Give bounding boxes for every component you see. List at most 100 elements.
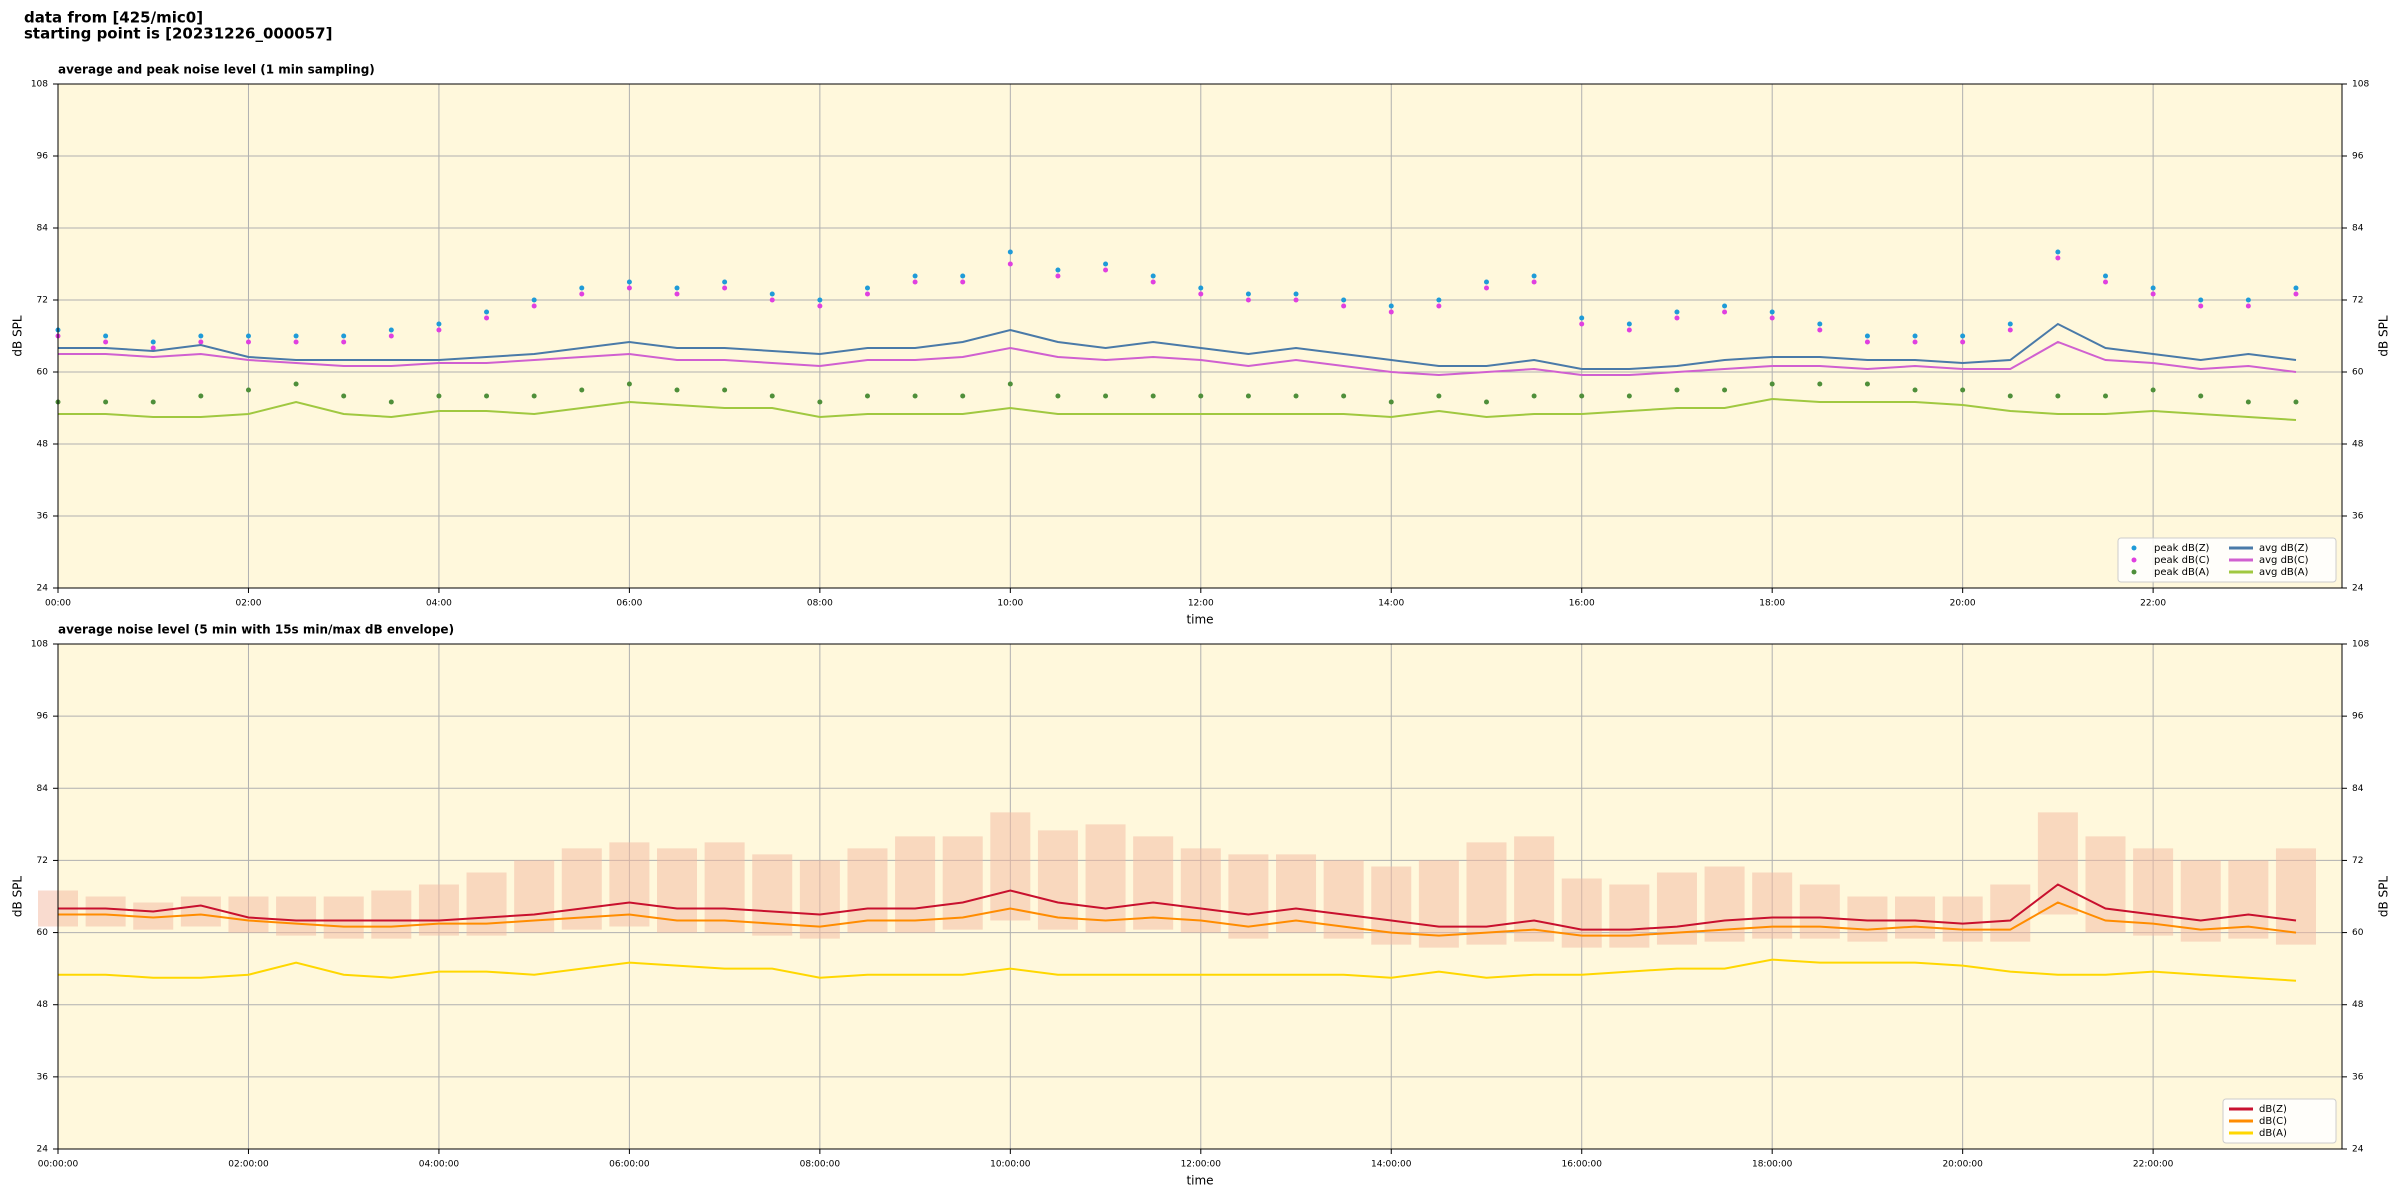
legend-marker [2131, 557, 2137, 563]
y2-axis-label: dB SPL [2377, 876, 2391, 918]
peak-point [1722, 309, 1728, 315]
peak-point [388, 333, 394, 339]
x-tick-label: 08:00:00 [800, 1160, 841, 1170]
x-tick-label: 04:00 [426, 599, 452, 609]
y-tick-label: 60 [37, 368, 49, 378]
x-tick-label: 04:00:00 [419, 1160, 460, 1170]
peak-point [1579, 315, 1585, 321]
y2-tick-label: 24 [2352, 1145, 2364, 1155]
y-tick-label: 84 [37, 224, 49, 234]
y2-tick-label: 108 [2352, 640, 2369, 650]
peak-point [1626, 327, 1632, 333]
peak-point [2198, 297, 2204, 303]
series-line [58, 901, 2297, 937]
peak-point [2103, 273, 2109, 279]
y2-tick-label: 60 [2352, 368, 2364, 378]
x-tick-label: 14:00:00 [1371, 1160, 1412, 1170]
x-tick-label: 08:00 [807, 599, 833, 609]
peak-point [1674, 387, 1680, 393]
peak-point [150, 345, 156, 351]
peak-point [245, 387, 251, 393]
peak-point [1864, 339, 1870, 345]
y2-tick-label: 48 [2352, 440, 2364, 450]
y2-tick-label: 36 [2352, 512, 2364, 522]
legend-marker [2131, 569, 2137, 575]
peak-point [674, 291, 680, 297]
x-tick-label: 02:00 [235, 599, 261, 609]
peak-point [1531, 279, 1537, 285]
header-source: data from [425/mic0] [24, 9, 203, 27]
peak-point [769, 297, 775, 303]
peak-point [1579, 321, 1585, 327]
peak-point [2150, 387, 2156, 393]
y-tick-label: 60 [37, 928, 49, 938]
legend-label: avg dB(Z) [2259, 543, 2309, 554]
peak-point [531, 297, 537, 303]
y2-axis-label: dB SPL [2377, 315, 2391, 357]
peak-point [2103, 279, 2109, 285]
peak-point [1198, 393, 1204, 399]
peak-point [388, 399, 394, 405]
peak-point [1150, 393, 1156, 399]
peak-point [1626, 393, 1632, 399]
peak-point [531, 303, 537, 309]
peak-point [1722, 303, 1728, 309]
legend-marker [2131, 545, 2137, 551]
peak-point [1388, 399, 1394, 405]
peak-point [2055, 393, 2061, 399]
plot-area [58, 84, 2342, 588]
y-tick-label: 36 [37, 1072, 49, 1082]
peak-point [341, 339, 347, 345]
peak-point [1817, 321, 1823, 327]
peak-point [1150, 279, 1156, 285]
peak-point [1341, 303, 1347, 309]
y-tick-label: 84 [37, 784, 49, 794]
y2-tick-label: 84 [2352, 224, 2364, 234]
peak-point [1436, 297, 1442, 303]
peak-point [1341, 393, 1347, 399]
peak-point [2055, 255, 2061, 261]
peak-point [1055, 273, 1061, 279]
y-tick-label: 96 [37, 712, 49, 722]
series-line [58, 883, 2297, 931]
peak-point [1293, 393, 1299, 399]
peak-point [198, 393, 204, 399]
legend-label: avg dB(A) [2259, 567, 2309, 578]
y2-tick-label: 36 [2352, 1072, 2364, 1082]
peak-point [293, 381, 299, 387]
peak-point [150, 339, 156, 345]
peak-point [579, 285, 585, 291]
peak-point [484, 309, 490, 315]
y2-tick-label: 72 [2352, 856, 2363, 866]
peak-point [1960, 339, 1966, 345]
peak-point [1674, 315, 1680, 321]
peak-point [1245, 291, 1251, 297]
peak-point [436, 393, 442, 399]
peak-point [579, 291, 585, 297]
x-tick-label: 12:00:00 [1181, 1160, 1222, 1170]
peak-point [2007, 393, 2013, 399]
x-tick-label: 06:00:00 [609, 1160, 650, 1170]
peak-point [245, 333, 251, 339]
legend-label: peak dB(Z) [2154, 543, 2210, 554]
series-line [58, 397, 2297, 421]
peak-point [2198, 303, 2204, 309]
x-tick-label: 18:00 [1759, 599, 1785, 609]
peak-point [103, 333, 109, 339]
y-tick-label: 96 [37, 152, 49, 162]
peak-point [1245, 297, 1251, 303]
plot-frame [57, 643, 2343, 1150]
peak-point [912, 273, 918, 279]
peak-point [341, 393, 347, 399]
peak-point [1007, 381, 1013, 387]
peak-point [1769, 381, 1775, 387]
peak-point [1674, 309, 1680, 315]
peak-point [626, 279, 632, 285]
peak-point [1769, 309, 1775, 315]
x-tick-label: 16:00 [1569, 599, 1595, 609]
peak-point [626, 285, 632, 291]
peak-point [484, 315, 490, 321]
peak-point [912, 279, 918, 285]
header-start: starting point is [20231226_000057] [24, 25, 332, 43]
